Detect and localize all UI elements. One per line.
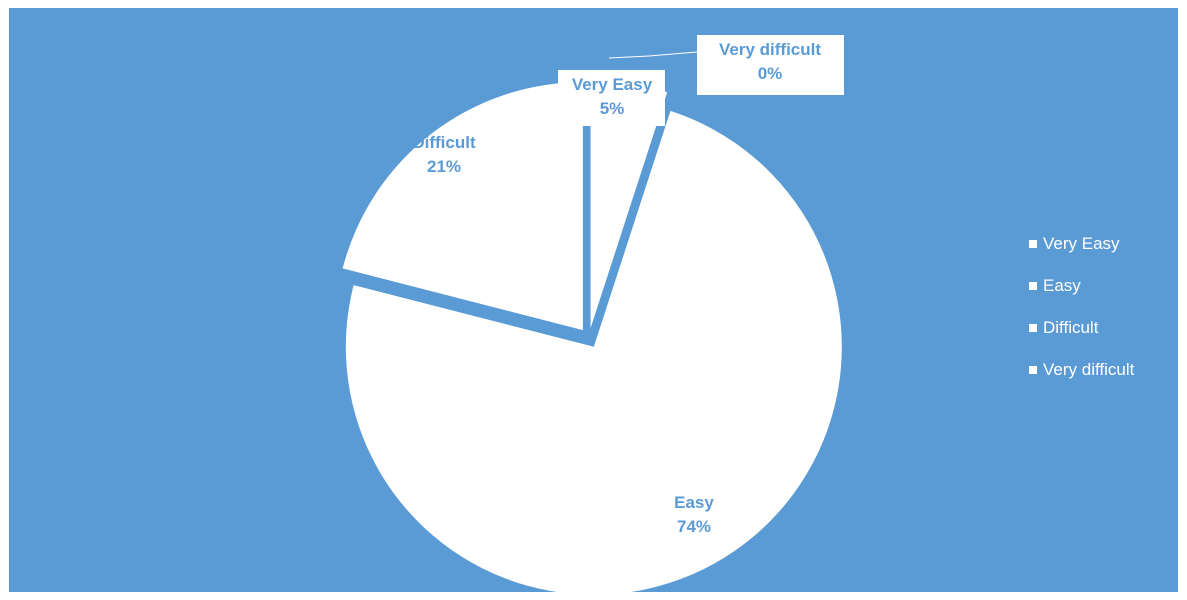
leader-line-very-difficult: [608, 51, 698, 59]
legend-swatch: [1029, 281, 1037, 290]
pie-slice-very-easy: [590, 80, 668, 329]
legend-swatch: [1029, 365, 1037, 374]
data-label-category-easy: Easy: [674, 493, 714, 512]
data-label-box-very-difficult: [697, 35, 844, 95]
legend-item-difficult: Difficult: [1029, 316, 1134, 339]
data-label-category-very-easy: Very Easy: [572, 75, 653, 94]
legend-label: Easy: [1043, 275, 1081, 295]
data-label-category-difficult: Difficult: [412, 133, 476, 152]
legend-label: Difficult: [1043, 317, 1099, 337]
legend-item-very-difficult: Very difficult: [1029, 358, 1134, 381]
pie-chart: Very Easy 5% Easy 74% Difficult 21% Very diffi…: [342, 35, 844, 592]
legend-swatch: [1029, 323, 1037, 332]
legend: Very Easy Easy Difficult Very difficult: [1029, 232, 1134, 400]
legend-item-easy: Easy: [1029, 274, 1134, 297]
legend-item-very-easy: Very Easy: [1029, 232, 1134, 255]
legend-swatch: [1029, 239, 1037, 248]
chart-area: Very Easy 5% Easy 74% Difficult 21% Very diffi…: [9, 8, 1178, 592]
data-label-value-very-easy: 5%: [600, 99, 625, 118]
data-label-box-very-easy: [558, 70, 665, 126]
legend-label: Very difficult: [1043, 359, 1135, 379]
pie-slice-easy: [345, 110, 842, 592]
data-label-value-easy: 74%: [677, 517, 711, 536]
pie-slice-difficult: [342, 82, 583, 331]
data-label-value-difficult: 21%: [427, 157, 461, 176]
data-label-value-very-difficult: 0%: [758, 64, 783, 83]
legend-label: Very Easy: [1043, 233, 1120, 253]
data-label-category-very-difficult: Very difficult: [719, 40, 821, 59]
